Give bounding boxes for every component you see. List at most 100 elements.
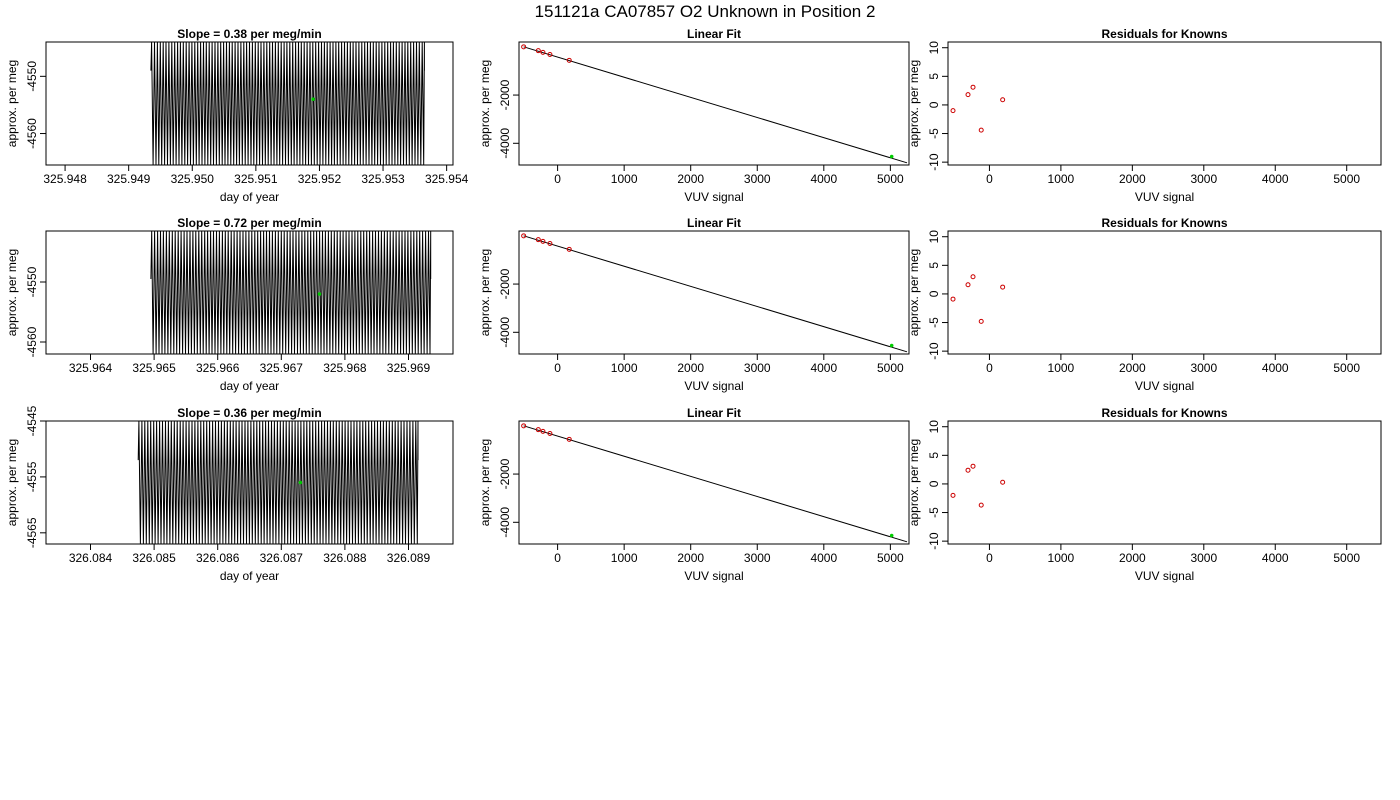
y-tick-label: -5 — [927, 128, 941, 139]
x-tick-label: 325.948 — [43, 172, 87, 186]
x-axis-label: day of year — [220, 569, 279, 583]
y-axis-label: approx. per meg — [907, 249, 921, 336]
panel-title: Linear Fit — [687, 406, 741, 420]
plot-frame — [45, 230, 454, 355]
panel-row3-timeseries: 326.084 326.085 326.086 326.087 326.088 326.0… — [5, 405, 454, 583]
panel-title: Residuals for Knowns — [1101, 406, 1227, 420]
known-point — [540, 428, 546, 434]
x-tick-label: 2000 — [677, 172, 704, 186]
residual-point — [950, 296, 956, 302]
known-point — [535, 237, 541, 243]
plot-area — [521, 423, 908, 543]
x-tick-label: 325.965 — [132, 361, 176, 375]
x-tick-label: 2000 — [677, 551, 704, 565]
residual-point — [970, 274, 976, 280]
known-point — [547, 52, 553, 58]
y-tick-label: 10 — [927, 420, 941, 434]
panel-title: Residuals for Knowns — [1101, 27, 1227, 41]
y-tick-label: -4555 — [25, 461, 39, 492]
x-tick-label: 0 — [986, 551, 993, 565]
x-tick-label: 326.084 — [69, 551, 113, 565]
panel-row2-residuals: 0 1000 2000 3000 4000 5000 -10 -5 0 5 10 Residuals … — [907, 216, 1382, 393]
x-tick-label: 1000 — [1048, 172, 1075, 186]
residual-point — [970, 84, 976, 90]
x-tick-label: 1000 — [611, 551, 638, 565]
known-point — [535, 427, 541, 433]
y-tick-label: -5 — [927, 507, 941, 518]
x-axis-label: VUV signal — [684, 569, 743, 583]
fit-line — [523, 425, 908, 543]
plot-frame — [518, 420, 910, 545]
residual-point — [1000, 284, 1006, 290]
plot-area — [137, 421, 419, 544]
known-point — [521, 233, 527, 239]
residual-point — [970, 463, 976, 469]
y-tick-label: 0 — [927, 101, 941, 108]
y-tick-label: -4565 — [25, 517, 39, 548]
x-tick-label: 5000 — [877, 172, 904, 186]
known-point — [566, 436, 572, 442]
y-tick-label: 0 — [927, 480, 941, 487]
x-tick-label: 3000 — [1190, 172, 1217, 186]
y-tick-label: 5 — [927, 73, 941, 80]
y-axis-label: approx. per meg — [5, 249, 19, 336]
fit-line — [523, 46, 908, 164]
y-tick-label: -2000 — [498, 79, 512, 110]
y-tick-label: -5 — [927, 317, 941, 328]
y-tick-label: 0 — [927, 290, 941, 297]
x-tick-label: 325.967 — [260, 361, 304, 375]
x-tick-label: 0 — [986, 172, 993, 186]
x-tick-label: 0 — [554, 172, 561, 186]
x-tick-label: 3000 — [744, 551, 771, 565]
panel-title: Linear Fit — [687, 27, 741, 41]
y-axis-label: approx. per meg — [478, 249, 492, 336]
y-tick-label: 10 — [927, 41, 941, 55]
known-point — [566, 57, 572, 63]
y-axis-label: approx. per meg — [907, 439, 921, 526]
y-tick-label: -4545 — [25, 405, 39, 436]
known-point — [535, 48, 541, 54]
x-axis-label: VUV signal — [1135, 379, 1194, 393]
x-tick-label: 1000 — [611, 172, 638, 186]
known-point — [547, 431, 553, 437]
plot-area — [950, 84, 1006, 133]
x-tick-label: 326.089 — [387, 551, 431, 565]
y-tick-label: -2000 — [498, 268, 512, 299]
x-tick-label: 0 — [554, 551, 561, 565]
residual-point — [965, 92, 971, 98]
x-tick-label: 4000 — [810, 172, 837, 186]
plot-frame — [947, 230, 1382, 355]
y-axis-label: approx. per meg — [478, 439, 492, 526]
panel-row2-timeseries: 325.964 325.965 325.966 325.967 325.968 325.9… — [5, 216, 454, 393]
plot-frame — [518, 230, 910, 355]
known-point — [521, 423, 527, 429]
y-tick-label: -4000 — [498, 128, 512, 159]
x-tick-label: 326.086 — [196, 551, 240, 565]
residual-point — [950, 108, 956, 114]
residual-point — [965, 282, 971, 288]
plot-area — [950, 463, 1006, 508]
x-axis-label: day of year — [220, 379, 279, 393]
figure-title: 151121a CA07857 O2 Unknown in Position 2 — [535, 2, 876, 21]
x-tick-label: 326.087 — [260, 551, 304, 565]
plot-area — [950, 274, 1006, 324]
plot-frame — [45, 420, 454, 545]
plot-area — [521, 233, 908, 353]
x-tick-label: 326.085 — [132, 551, 176, 565]
residual-point — [950, 492, 956, 498]
residual-point — [1000, 479, 1006, 485]
x-tick-label: 3000 — [744, 172, 771, 186]
x-tick-label: 1000 — [611, 361, 638, 375]
plot-frame — [947, 41, 1382, 166]
y-axis-label: approx. per meg — [5, 60, 19, 147]
x-tick-label: 5000 — [877, 361, 904, 375]
panels: 325.948 325.949 325.950 325.951 325.952 325.9… — [5, 27, 1382, 583]
y-tick-label: -4550 — [25, 266, 39, 297]
unknown-point — [298, 480, 303, 485]
fit-line — [523, 235, 908, 353]
x-tick-label: 4000 — [1262, 172, 1289, 186]
x-tick-label: 3000 — [744, 361, 771, 375]
panel-row1-fit: 0 1000 2000 3000 4000 5000 -2000 -4000 Linear Fi… — [478, 27, 910, 204]
x-tick-label: 5000 — [1333, 361, 1360, 375]
